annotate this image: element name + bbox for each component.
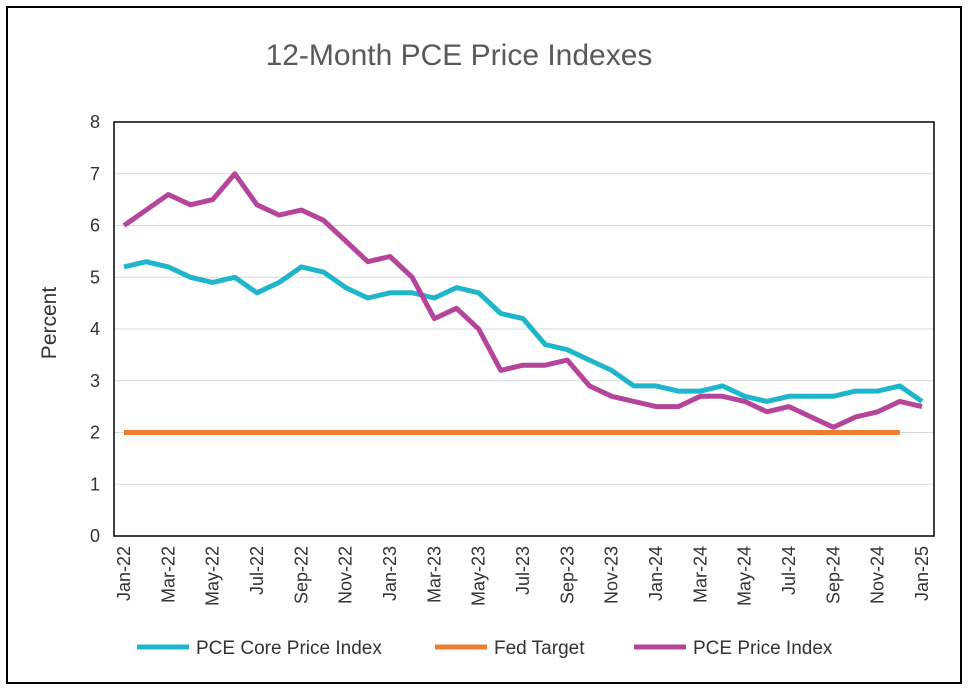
chart-frame: [6, 6, 962, 684]
x-tick-label: Jan-24: [646, 546, 666, 601]
y-tick-label: 4: [90, 319, 100, 339]
series-line: [122, 171, 923, 430]
x-tick-label: Jul-24: [779, 546, 799, 595]
x-tick-label: Jul-22: [247, 546, 267, 595]
x-tick-label: Sep-24: [823, 546, 843, 604]
chart-title: 12-Month PCE Price Indexes: [266, 39, 653, 72]
y-tick-label: 5: [90, 267, 100, 287]
x-tick-label: Jan-22: [114, 546, 134, 601]
y-tick-label: 6: [90, 216, 100, 236]
y-axis-ticks: 0 1 2 3 4 5 6 7 8: [90, 112, 100, 546]
plot-area-border: [113, 121, 935, 537]
x-tick-label: Jul-23: [513, 546, 533, 595]
x-tick-label: Nov-23: [602, 546, 622, 604]
gridlines: [114, 173, 934, 485]
y-tick-label: 2: [90, 423, 100, 443]
y-axis-label: Percent: [38, 287, 61, 360]
x-tick-label: Mar-23: [424, 546, 444, 603]
y-tick-label: 1: [90, 474, 100, 494]
legend-label: Fed Target: [494, 638, 585, 659]
x-tick-label: Jan-25: [912, 546, 932, 601]
y-tick-label: 8: [90, 112, 100, 132]
series-lines: [122, 171, 924, 435]
series-line: [123, 259, 924, 404]
x-tick-label: Jan-23: [380, 546, 400, 601]
x-tick-label: Mar-22: [158, 546, 178, 603]
x-tick-label: Sep-23: [557, 546, 577, 604]
x-tick-label: May-24: [735, 546, 755, 606]
x-tick-label: May-22: [203, 546, 223, 606]
legend-label: PCE Price Index: [693, 638, 833, 659]
x-tick-label: Mar-24: [690, 546, 710, 603]
x-tick-label: Nov-22: [336, 546, 356, 604]
x-tick-label: May-23: [469, 546, 489, 606]
x-axis-ticks: Jan-22 Mar-22 May-22 Jul-22 Sep-22 Nov-22 Jan-…: [114, 546, 932, 606]
y-tick-label: 3: [90, 371, 100, 391]
legend: PCE Core Price Index Fed Target PCE Price …: [137, 638, 833, 659]
series-pce-core-price-index: [123, 259, 924, 404]
y-tick-label: 0: [90, 526, 100, 546]
x-tick-label: Nov-24: [868, 546, 888, 604]
series-pce-price-index: [122, 171, 923, 430]
x-tick-label: Sep-22: [291, 546, 311, 604]
y-tick-label: 7: [90, 164, 100, 184]
legend-label: PCE Core Price Index: [196, 638, 382, 659]
